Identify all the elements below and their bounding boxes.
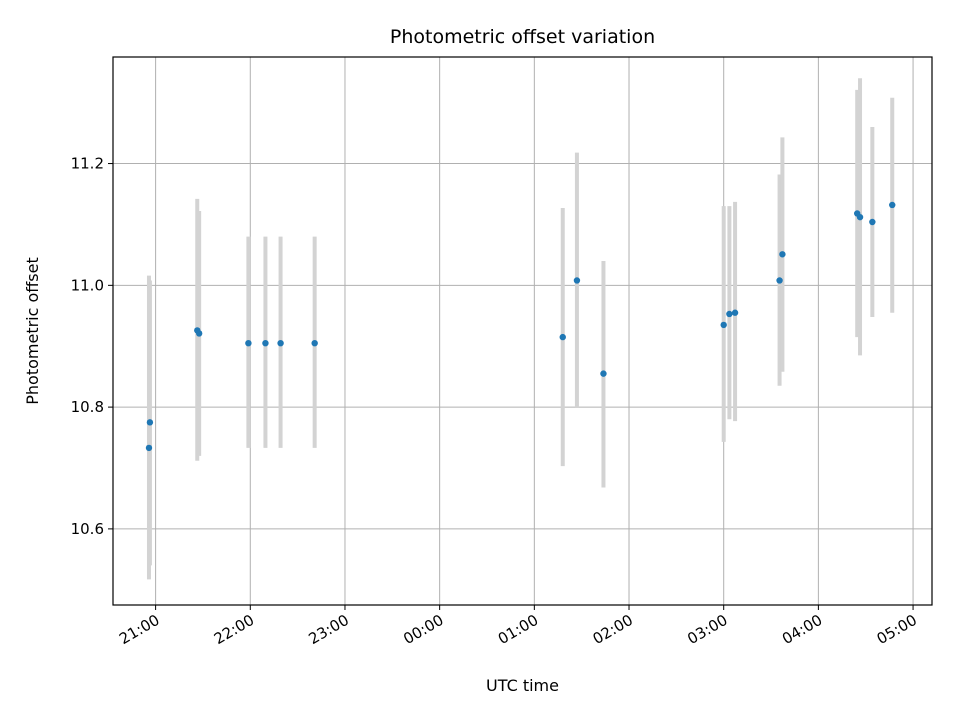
data-point	[146, 419, 154, 426]
data-point	[145, 444, 153, 452]
data-point	[856, 213, 864, 221]
axis-ticks	[108, 163, 914, 610]
x-axis-title: UTC time	[486, 676, 559, 695]
data-point	[573, 277, 581, 284]
plot-area-frame	[112, 56, 933, 606]
y-tick-label: 11.2	[71, 155, 104, 173]
data-points	[145, 201, 896, 452]
data-point	[779, 251, 786, 258]
y-tick-label: 10.8	[71, 398, 104, 416]
data-point	[720, 321, 727, 329]
data-point	[889, 201, 896, 209]
data-point	[245, 339, 252, 347]
chart-title: Photometric offset variation	[390, 26, 655, 48]
data-point	[195, 330, 203, 337]
data-point	[731, 309, 739, 316]
data-point	[311, 339, 318, 347]
data-point	[559, 333, 566, 341]
y-tick-label: 10.6	[71, 520, 104, 538]
data-point	[776, 277, 783, 284]
y-axis-title: Photometric offset	[23, 257, 42, 405]
data-point	[726, 310, 733, 318]
data-point	[600, 370, 607, 377]
y-tick-label: 11.0	[71, 276, 104, 294]
data-point	[262, 339, 269, 347]
data-point	[869, 218, 876, 226]
data-point	[277, 339, 284, 347]
